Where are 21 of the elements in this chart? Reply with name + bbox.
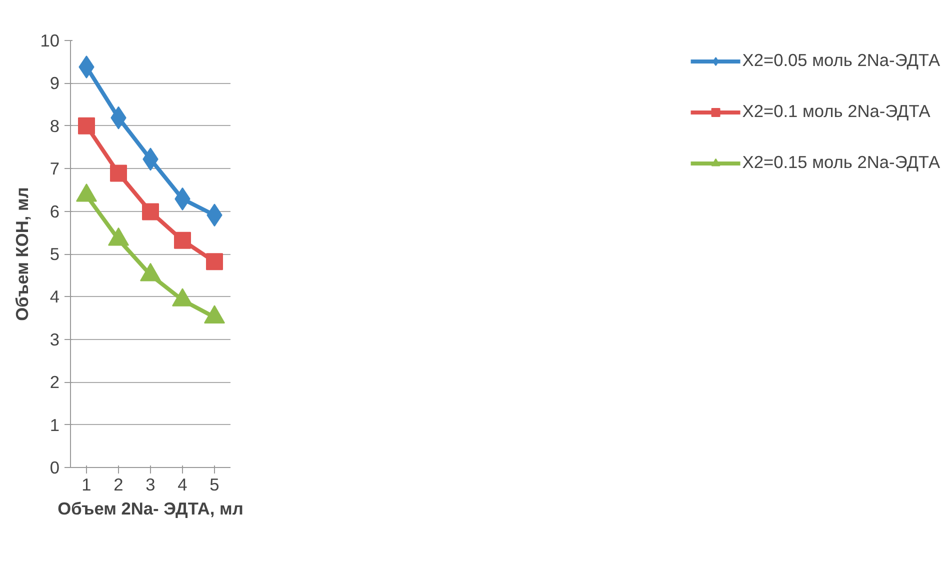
x-tick-label: 1 [82, 474, 92, 494]
y-tick-label: 7 [50, 158, 60, 179]
x-tick-label: 2 [114, 474, 124, 494]
y-tick-label: 9 [50, 73, 60, 94]
y-tick-label: 4 [50, 286, 60, 307]
x-axis-title: Объем 2Na- ЭДТА, мл [58, 498, 244, 518]
y-axis-title: Объем КОН, мл [12, 187, 32, 321]
y-tick-label: 2 [50, 372, 60, 392]
y-tick-label: 1 [50, 414, 60, 435]
y-tick-label: 0 [50, 458, 60, 478]
y-tick-label: 3 [50, 329, 60, 350]
y-tick-label: 6 [50, 201, 60, 222]
y-tick-label: 5 [50, 244, 60, 264]
x-tick-label: 3 [146, 474, 156, 494]
legend-label: X2=0.1 моль 2Na-ЭДТА [742, 101, 930, 122]
legend-label: X2=0.15 моль 2Na-ЭДТА [742, 152, 940, 173]
x-tick-label: 4 [178, 474, 188, 494]
legend-label: X2=0.05 моль 2Na-ЭДТА [742, 50, 940, 71]
y-tick-label: 10 [40, 30, 60, 50]
x-tick-label: 5 [210, 474, 220, 494]
y-tick-label: 8 [50, 116, 60, 136]
